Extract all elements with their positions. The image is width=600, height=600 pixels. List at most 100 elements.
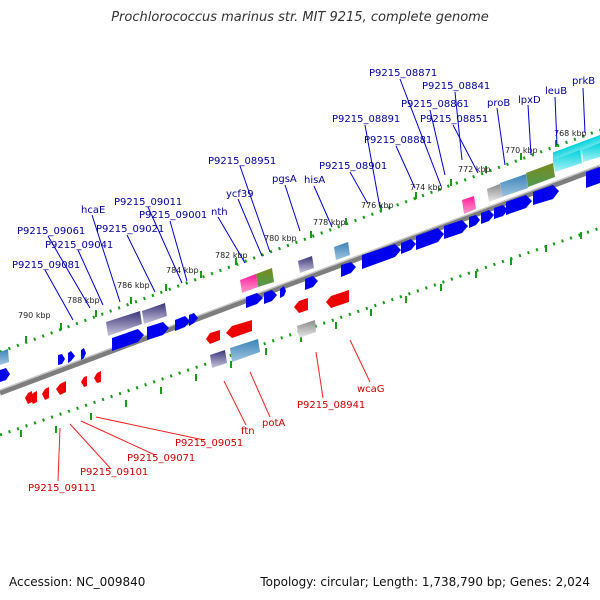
gene-label: P9215_09021 [96, 224, 164, 235]
forward-gene-arrow [494, 205, 508, 219]
reverse-gene-arrow [206, 330, 220, 344]
scale-label: 780 kbp [264, 234, 297, 243]
label-connector [77, 249, 104, 306]
forward-gene-arrow [81, 348, 86, 360]
forward-gene-block [256, 268, 274, 287]
forward-gene-block [240, 274, 258, 293]
forward-gene-arrow [175, 316, 190, 331]
forward-gene-arrow [147, 322, 169, 340]
gene-label: P9215_09041 [45, 240, 113, 251]
gene-label: ftn [241, 426, 255, 437]
forward-gene-block [298, 256, 314, 273]
scale-label: 772 kbp [458, 165, 491, 174]
major-ticks [20, 140, 582, 437]
label-connector [496, 107, 506, 166]
reverse-gene-arrow [56, 381, 66, 395]
gene-label: P9215_09081 [12, 260, 80, 271]
reverse-gene-arrow [25, 391, 32, 404]
scale-label: 790 kbp [18, 311, 51, 320]
gene-label: P9215_09101 [80, 467, 148, 478]
forward-gene-block [500, 174, 528, 197]
genome-summary-text: Topology: circular; Length: 1,738,790 bp… [260, 575, 590, 589]
label-connector [527, 104, 532, 156]
forward-gene-arrow [506, 195, 532, 215]
label-connector [313, 185, 333, 228]
forward-gene-arrow [362, 244, 401, 269]
forward-gene-arrow [341, 262, 356, 277]
gene-label: potA [262, 418, 285, 429]
forward-gene-block [526, 163, 555, 187]
gene-label: proB [487, 98, 510, 109]
genome-title: Prochlorococcus marinus str. MIT 9215, c… [111, 10, 489, 25]
gene-label: P9215_08881 [364, 135, 432, 146]
forward-gene-arrow [469, 215, 480, 228]
forward-gene-arrow [533, 185, 559, 205]
forward-gene-block [553, 150, 582, 172]
forward-gene-block [487, 184, 502, 202]
gene-label: hisA [304, 175, 325, 186]
forward-gene-arrow [444, 220, 468, 239]
genome-backbone-highlight [0, 164, 600, 391]
label-connector [80, 420, 156, 456]
gene-label: P9215_09111 [28, 483, 96, 494]
gene-label: P9215_09001 [139, 210, 207, 221]
gene-label: P9215_08951 [208, 156, 276, 167]
forward-gene-arrow [416, 228, 444, 250]
label-connector [249, 371, 271, 418]
gene-label: P9215_08841 [422, 81, 490, 92]
label-connector [57, 427, 61, 482]
forward-gene-block [582, 143, 600, 162]
reverse-gene-arrow [81, 376, 87, 387]
forward-gene-arrow [0, 368, 10, 382]
scale-label: 770 kbp [505, 146, 538, 155]
label-connector [364, 124, 381, 209]
gene-label: P9215_08941 [297, 400, 365, 411]
gene-label: P9215_08861 [401, 99, 469, 110]
reverse-gene-arrow [226, 320, 252, 338]
label-connector [237, 198, 263, 257]
label-connector [582, 87, 586, 134]
reverse-gene-block [230, 339, 260, 362]
label-connector [284, 184, 301, 232]
label-connector [395, 145, 416, 189]
reverse-gene-arrow [294, 298, 308, 313]
gene-label: wcaG [357, 384, 385, 395]
gene-label: P9215_08871 [369, 68, 437, 79]
reverse-gene-block [210, 350, 227, 368]
gene-label: ycf39 [226, 189, 254, 200]
forward-gene-block [462, 196, 476, 214]
forward-gene-arrow [264, 290, 277, 304]
scale-label: 774 kbp [410, 183, 443, 192]
forward-gene-arrow [401, 239, 416, 254]
forward-gene-block [334, 242, 350, 260]
gene-label: hcaE [81, 205, 105, 216]
reverse-gene-block [297, 320, 316, 338]
label-connector [554, 96, 558, 146]
forward-gene-arrow [68, 351, 75, 363]
gene-label: prkB [572, 76, 595, 87]
label-connector [95, 416, 205, 441]
gene-label: P9215_08851 [420, 114, 488, 125]
forward-gene-arrow [481, 210, 494, 224]
accession-text: Accession: NC_009840 [9, 575, 146, 589]
scale-label: 776 kbp [361, 201, 394, 210]
label-connector [47, 235, 91, 309]
gene-label: P9215_09061 [17, 226, 85, 237]
label-connector [223, 380, 247, 426]
label-connector [454, 91, 463, 161]
label-connector [349, 339, 371, 383]
gene-label: P9215_09011 [114, 197, 182, 208]
gene-label: P9215_08901 [319, 161, 387, 172]
gene-label: lpxD [518, 95, 541, 106]
scale-label: 768 kbp [554, 129, 587, 138]
reverse-gene-arrow [94, 371, 101, 383]
label-connector [44, 269, 74, 321]
scale-label: 786 kbp [117, 281, 150, 290]
label-connector [217, 216, 246, 264]
forward-gene-arrow [246, 293, 263, 308]
forward-gene-block [0, 349, 9, 365]
label-connector [169, 220, 188, 282]
gene-label: P9215_08891 [332, 114, 400, 125]
forward-gene-arrow [280, 286, 286, 298]
